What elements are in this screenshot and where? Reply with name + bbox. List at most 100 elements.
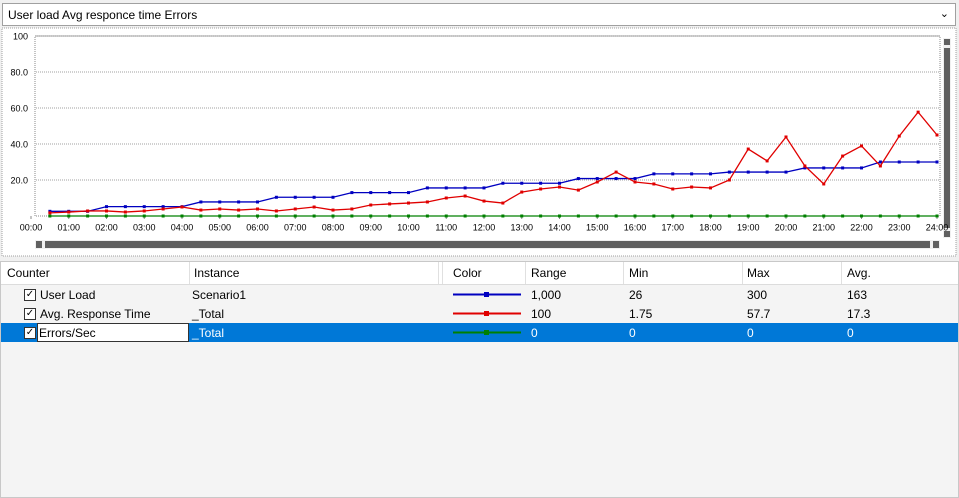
point-marker [652, 214, 656, 218]
point-marker [48, 214, 52, 218]
point-marker [916, 110, 920, 114]
point-marker [350, 214, 354, 218]
table-row[interactable]: ✓ Errors/Sec _Total 0 0 0 0 [1, 323, 958, 342]
point-marker [48, 209, 52, 213]
point-marker [482, 186, 486, 190]
instance-cell: _Total [192, 326, 225, 340]
counter-name: User Load [40, 288, 96, 302]
x-tick-label: 03:00 [133, 222, 156, 232]
point-marker [407, 201, 410, 205]
column-header[interactable]: Avg. [847, 266, 871, 280]
h-scroll-thumb[interactable] [45, 241, 930, 248]
point-marker [501, 181, 505, 185]
point-marker [709, 172, 712, 176]
column-header[interactable]: Instance [194, 266, 240, 280]
point-marker [576, 188, 580, 192]
point-marker [425, 186, 429, 190]
point-marker [709, 214, 712, 218]
max-cell: 0 [747, 326, 754, 340]
point-marker [916, 214, 920, 218]
point-marker [312, 195, 316, 199]
column-separator [841, 262, 842, 284]
point-marker [161, 205, 165, 209]
point-marker [671, 187, 675, 191]
point-marker [425, 214, 429, 218]
counter-edit-box[interactable] [37, 323, 189, 342]
point-marker [746, 170, 750, 174]
avg-cell: 17.3 [847, 307, 871, 321]
point-marker [237, 214, 241, 218]
column-header[interactable]: Counter [7, 266, 50, 280]
point-marker [256, 207, 259, 211]
table-row[interactable]: ✓ User Load Scenario1 1,000 26 300 163 [1, 285, 958, 304]
checkbox[interactable]: ✓ [24, 327, 36, 339]
min-cell: 1.75 [629, 307, 653, 321]
avg-cell: 0 [847, 326, 854, 340]
point-marker [237, 208, 241, 212]
dropdown-arrow: ⌄ [939, 8, 949, 20]
point-marker [142, 209, 146, 213]
x-tick-label: 15:00 [586, 222, 609, 232]
point-marker [878, 164, 882, 168]
point-marker [822, 214, 826, 218]
table-row[interactable]: ✓ Avg. Response Time _Total 100 1.75 57.7 17.3 [1, 304, 958, 323]
point-marker [897, 214, 901, 218]
point-marker [784, 214, 788, 218]
min-cell: 0 [629, 326, 636, 340]
graph-dropdown[interactable]: User load Avg responce time Errors ⌄ [2, 3, 956, 26]
checkbox[interactable]: ✓ [24, 308, 36, 320]
point-marker [199, 214, 203, 218]
point-marker [558, 185, 561, 189]
y-tick-label: 40.0 [10, 139, 28, 149]
range-cell: 0 [531, 326, 538, 340]
point-marker [576, 214, 580, 218]
x-tick-label: 02:00 [95, 222, 118, 232]
x-tick-label: 24:00 [926, 222, 949, 232]
point-marker [350, 207, 354, 211]
point-marker [822, 182, 826, 186]
column-header[interactable]: Color [453, 266, 482, 280]
x-tick-label: 21:00 [812, 222, 835, 232]
point-marker [425, 200, 429, 204]
point-marker [407, 214, 410, 218]
column-header[interactable]: Range [531, 266, 567, 280]
point-marker [897, 134, 901, 138]
point-marker [369, 214, 373, 218]
checkbox[interactable]: ✓ [24, 289, 36, 301]
column-header[interactable]: Max [747, 266, 770, 280]
max-cell: 57.7 [747, 307, 771, 321]
point-marker [671, 172, 675, 176]
x-tick-label: 14:00 [548, 222, 571, 232]
point-marker [256, 214, 259, 218]
point-marker [841, 166, 845, 170]
point-marker [803, 164, 807, 168]
point-marker [407, 191, 410, 195]
series [48, 214, 939, 218]
point-marker [388, 202, 392, 206]
max-cell: 300 [747, 288, 768, 302]
column-separator [438, 262, 439, 284]
x-tick-label: 08:00 [322, 222, 345, 232]
plot-area [34, 35, 941, 217]
point-marker [67, 210, 71, 214]
point-marker [878, 214, 882, 218]
instance-cell: _Total [192, 307, 225, 321]
point-marker [463, 186, 467, 190]
point-marker [614, 214, 618, 218]
point-marker [727, 170, 731, 174]
point-marker [218, 200, 222, 204]
column-header[interactable]: Min [629, 266, 649, 280]
point-marker [274, 209, 278, 213]
point-marker [671, 214, 675, 218]
h-scroll-left[interactable] [36, 241, 42, 248]
point-marker [312, 205, 316, 209]
v-scroll-thumb[interactable] [944, 48, 950, 228]
v-scroll-up[interactable] [944, 39, 950, 45]
point-marker [369, 191, 373, 195]
v-scroll-down[interactable] [944, 231, 950, 237]
point-marker [746, 147, 750, 151]
x-tick-label: 07:00 [284, 222, 307, 232]
h-scroll-right[interactable] [933, 241, 939, 248]
point-marker [237, 200, 241, 204]
y-tick-label: 20.0 [10, 175, 28, 185]
